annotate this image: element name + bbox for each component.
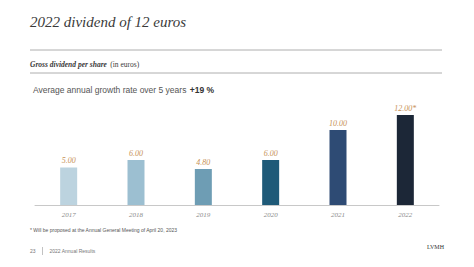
svg-text:23: 23 — [30, 248, 36, 254]
svg-text:5.00: 5.00 — [62, 156, 76, 165]
svg-text:+19 %: +19 % — [190, 85, 215, 95]
svg-text:2022: 2022 — [398, 211, 413, 219]
svg-text:12.00*: 12.00* — [394, 104, 416, 113]
svg-text:2021: 2021 — [331, 211, 345, 219]
svg-text:2019: 2019 — [196, 211, 211, 219]
svg-text:6.00: 6.00 — [264, 149, 278, 158]
svg-text:* Will be proposed at the Annu: * Will be proposed at the Annual General… — [30, 227, 177, 233]
svg-text:2017: 2017 — [62, 211, 77, 219]
svg-text:4.80: 4.80 — [196, 158, 210, 167]
svg-text:2020: 2020 — [264, 211, 279, 219]
svg-text:2018: 2018 — [129, 211, 144, 219]
svg-text:(in euros): (in euros) — [110, 60, 139, 69]
svg-text:LVMH: LVMH — [427, 244, 445, 250]
svg-text:2022 dividend of 12 euros: 2022 dividend of 12 euros — [30, 14, 186, 30]
svg-text:Gross dividend per share: Gross dividend per share — [30, 60, 108, 69]
svg-text:2022 Annual Results: 2022 Annual Results — [49, 248, 95, 254]
svg-text:10.00: 10.00 — [329, 119, 347, 128]
svg-text:6.00: 6.00 — [129, 149, 143, 158]
svg-text:Average annual growth rate ove: Average annual growth rate over 5 years — [33, 85, 186, 95]
